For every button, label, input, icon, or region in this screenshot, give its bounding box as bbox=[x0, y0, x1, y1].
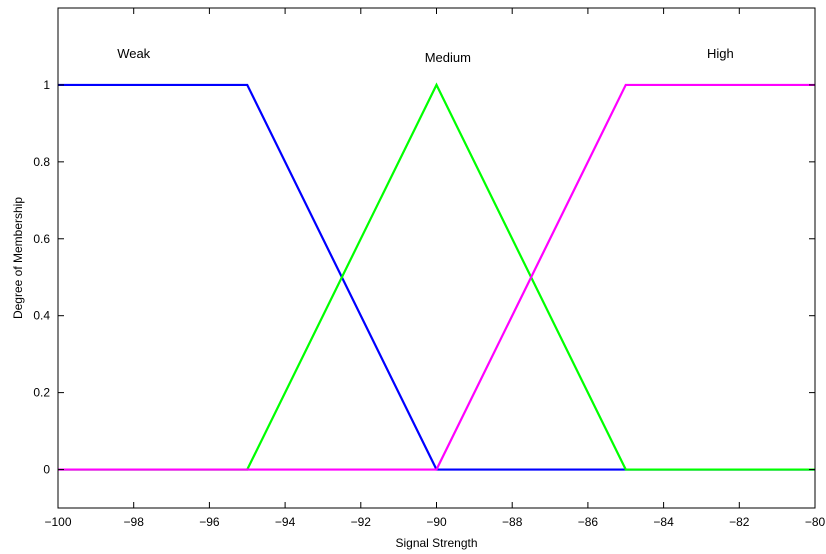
x-tick-label: −100 bbox=[44, 515, 71, 529]
x-tick-label: −84 bbox=[653, 515, 674, 529]
y-tick-label: 0.6 bbox=[33, 232, 50, 246]
y-tick-label: 0.4 bbox=[33, 309, 50, 323]
x-tick-label: −94 bbox=[275, 515, 296, 529]
series-label-medium: Medium bbox=[425, 50, 471, 65]
y-tick-label: 0.2 bbox=[33, 386, 50, 400]
y-tick-label: 0 bbox=[43, 463, 50, 477]
y-axis: 0 0.2 0.4 0.6 0.8 1 bbox=[33, 78, 815, 477]
x-tick-label: −88 bbox=[502, 515, 523, 529]
y-axis-label: Degree of Membership bbox=[11, 197, 25, 319]
x-axis: −100 −98 −96 −94 −92 −90 −88 −86 −84 −82 −80 bbox=[44, 8, 826, 529]
x-axis-label: Signal Strength bbox=[395, 536, 477, 550]
series-label-high: High bbox=[707, 46, 734, 61]
x-tick-label: −80 bbox=[805, 515, 826, 529]
series-labels: Weak Medium High bbox=[117, 46, 734, 65]
y-tick-label: 0.8 bbox=[33, 155, 50, 169]
x-tick-label: −96 bbox=[199, 515, 220, 529]
series-line-high bbox=[58, 83, 815, 471]
series-label-weak: Weak bbox=[117, 46, 150, 61]
y-tick-label: 1 bbox=[43, 78, 50, 92]
x-tick-label: −82 bbox=[729, 515, 750, 529]
x-tick-label: −86 bbox=[578, 515, 599, 529]
series-layer bbox=[58, 82, 815, 471]
x-tick-label: −98 bbox=[124, 515, 145, 529]
x-tick-label: −92 bbox=[351, 515, 372, 529]
x-tick-label: −90 bbox=[426, 515, 447, 529]
